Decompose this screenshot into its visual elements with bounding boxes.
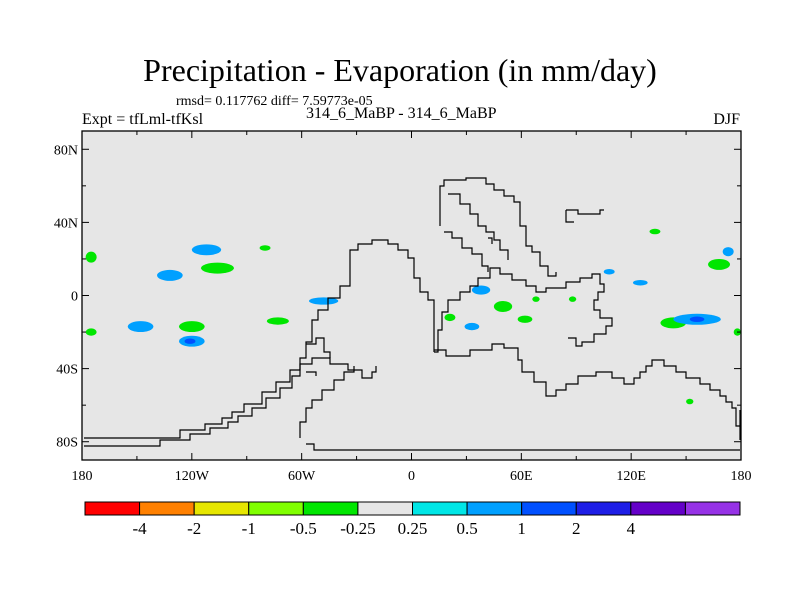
colorbar-swatch xyxy=(630,501,686,516)
anomaly-region xyxy=(603,268,615,275)
coastline xyxy=(444,231,489,272)
anomaly-region xyxy=(689,316,705,323)
anomaly-region xyxy=(200,262,234,274)
coastline xyxy=(565,209,604,223)
colorbar-label: -4 xyxy=(132,519,147,538)
anomaly-region xyxy=(686,398,694,405)
anomaly-region xyxy=(259,245,271,251)
anomaly-region xyxy=(568,296,577,302)
colorbar-label: -1 xyxy=(242,519,256,538)
coastline xyxy=(306,337,331,376)
anomaly-region xyxy=(722,247,734,257)
y-tick-label: 40S xyxy=(56,363,78,378)
colorbar-swatch xyxy=(466,501,523,516)
colorbar-label: 4 xyxy=(627,519,636,538)
coastline xyxy=(488,237,493,244)
colorbar-swatch xyxy=(684,501,741,516)
colorbar-label: 2 xyxy=(572,519,581,538)
colorbar-swatch xyxy=(575,501,632,516)
anomaly-region xyxy=(308,297,339,305)
anomaly-region xyxy=(157,269,183,281)
anomaly-region xyxy=(493,300,513,312)
anomaly-region xyxy=(85,328,97,336)
anomaly-region xyxy=(266,317,289,325)
season-label: DJF xyxy=(713,111,740,128)
x-tick-label: 0 xyxy=(408,469,415,484)
colorbar-swatch xyxy=(84,501,141,516)
colorbar-swatch xyxy=(412,501,468,516)
x-tick-label: 60E xyxy=(510,469,533,484)
y-tick-label: 80N xyxy=(54,143,78,158)
colorbar-label: 1 xyxy=(517,519,526,538)
anomaly-region xyxy=(632,279,648,286)
coastline xyxy=(84,239,435,439)
anomaly-region xyxy=(649,228,661,235)
y-tick-label: 40N xyxy=(54,216,78,231)
coastline xyxy=(434,267,613,353)
case-label: 314_6_MaBP - 314_6_MaBP xyxy=(306,105,497,122)
x-tick-label: 120E xyxy=(616,469,646,484)
coastline xyxy=(299,366,355,438)
coastline xyxy=(514,347,740,427)
anomaly-region xyxy=(179,321,205,333)
x-tick-label: 180 xyxy=(731,469,752,484)
anomaly-region xyxy=(471,285,491,295)
colorbar-label: 0.25 xyxy=(398,519,428,538)
colorbar-swatch xyxy=(302,501,359,516)
x-tick-label: 120W xyxy=(175,469,210,484)
colorbar-label: 0.5 xyxy=(456,519,477,538)
colorbar-label: -0.5 xyxy=(290,519,317,538)
x-tick-label: 180 xyxy=(72,469,93,484)
y-tick-label: 0 xyxy=(71,290,78,305)
anomaly-region xyxy=(532,296,540,302)
anomaly-region xyxy=(184,338,196,344)
anomaly-region xyxy=(444,313,456,322)
anomaly-region xyxy=(127,321,154,333)
x-tick-label: 60W xyxy=(288,469,316,484)
colorbar-swatch xyxy=(139,501,195,516)
y-tick-label: 80S xyxy=(56,436,78,451)
colorbar-label: -2 xyxy=(187,519,201,538)
coastline xyxy=(434,343,514,357)
stats-text: rmsd= 0.117762 diff= 7.59773e-05 xyxy=(176,94,373,109)
colorbar-swatch xyxy=(357,501,413,516)
colorbar-label: -0.25 xyxy=(340,519,375,538)
colorbar-swatch xyxy=(521,501,577,516)
anomaly-region xyxy=(464,322,480,331)
anomaly-region xyxy=(708,258,731,270)
anomaly-region xyxy=(191,244,222,256)
coastline xyxy=(439,177,557,277)
coastline xyxy=(84,357,377,447)
coastline xyxy=(306,443,740,451)
map-background xyxy=(82,131,741,460)
coastline xyxy=(448,193,509,260)
colorbar-swatch xyxy=(193,501,250,516)
chart-title: Precipitation - Evaporation (in mm/day) xyxy=(143,52,657,88)
anomaly-region xyxy=(517,315,533,323)
experiment-label: Expt = tfLml-tfKsl xyxy=(82,111,204,128)
colorbar-swatch xyxy=(248,501,304,516)
anomaly-region xyxy=(85,251,97,263)
